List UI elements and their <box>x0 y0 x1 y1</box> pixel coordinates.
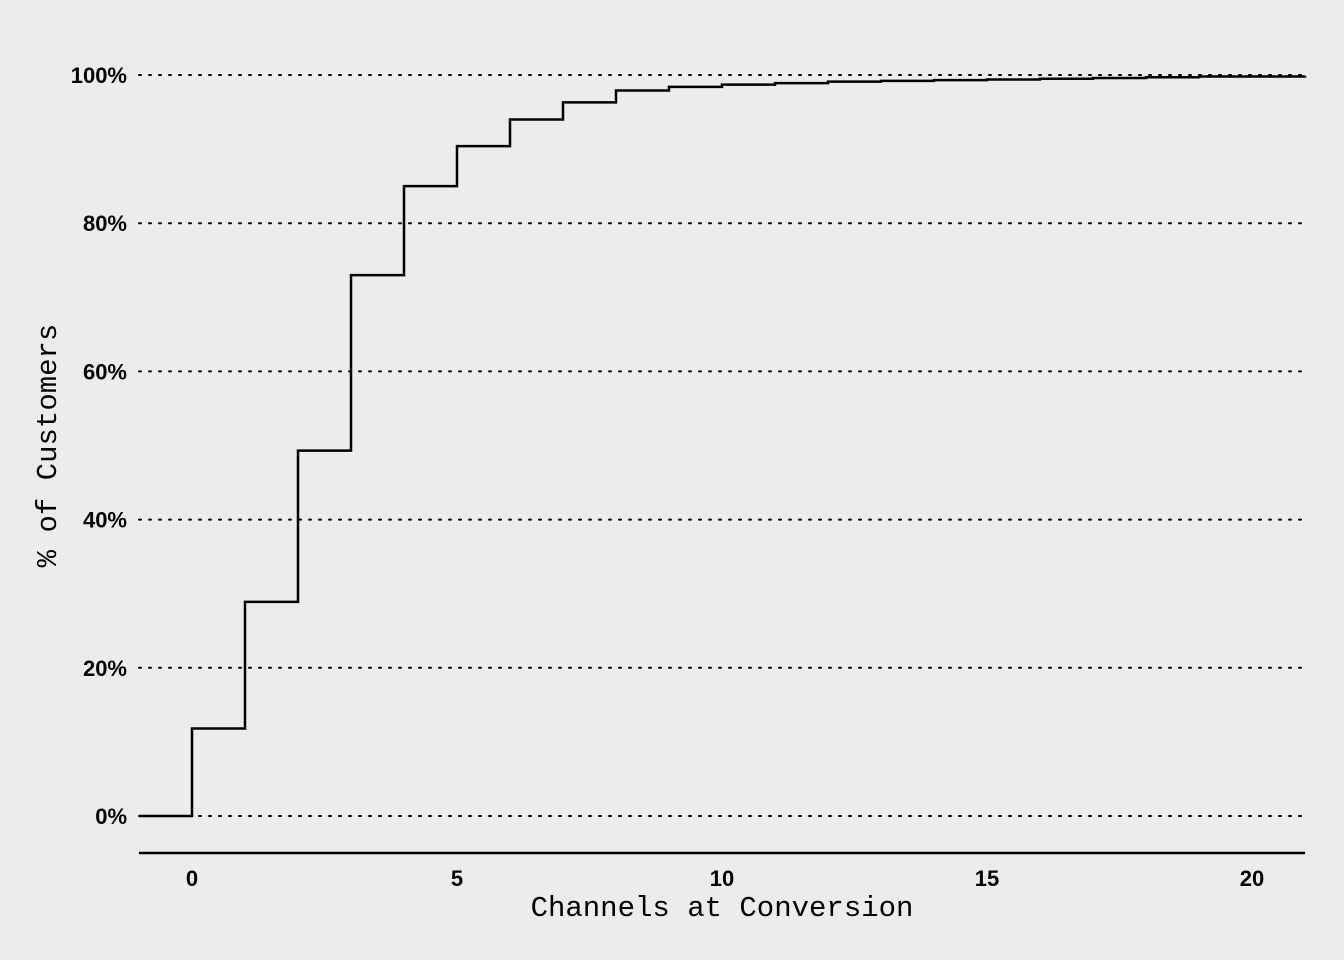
y-tick-labels: 0% 20% 40% 60% 80% 100% <box>71 63 127 829</box>
x-axis-title: Channels at Conversion <box>531 892 914 925</box>
x-tick-label: 15 <box>975 866 999 891</box>
y-tick-label: 40% <box>83 508 127 533</box>
x-tick-label: 10 <box>710 866 734 891</box>
y-tick-label: 100% <box>71 63 127 88</box>
y-gridlines <box>138 74 1306 817</box>
ecdf-step-line <box>139 75 1307 818</box>
x-tick-label: 0 <box>186 866 198 891</box>
y-tick-label: 80% <box>83 211 127 236</box>
y-tick-label: 60% <box>83 359 127 384</box>
y-tick-label: 20% <box>83 656 127 681</box>
x-tick-label: 20 <box>1240 866 1264 891</box>
x-tick-label: 5 <box>451 866 463 891</box>
y-tick-label: 0% <box>95 804 127 829</box>
y-axis-title: % of Customers <box>32 324 65 568</box>
x-tick-labels: 0 5 10 15 20 <box>186 866 1264 891</box>
